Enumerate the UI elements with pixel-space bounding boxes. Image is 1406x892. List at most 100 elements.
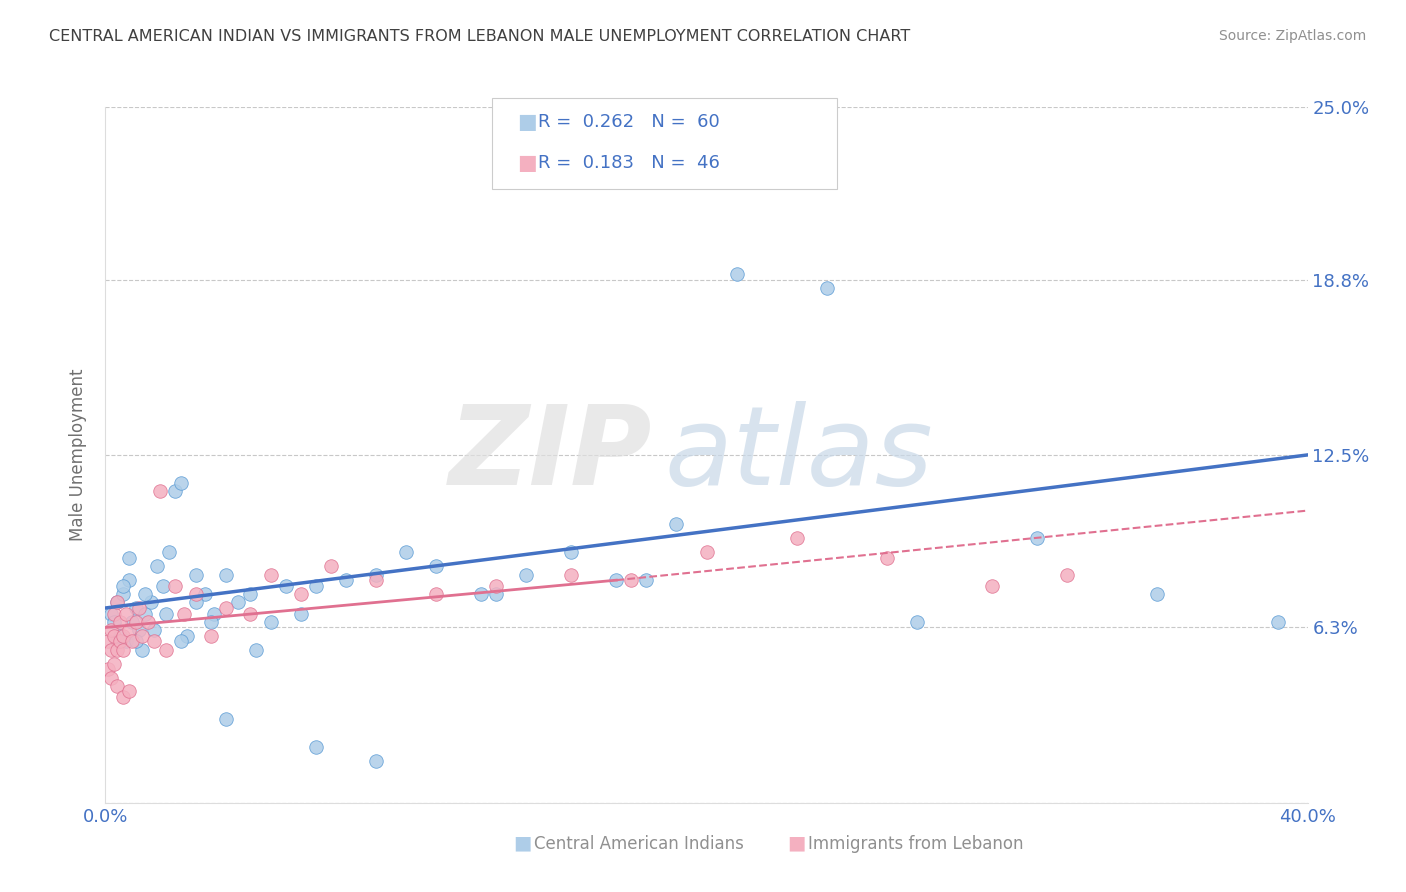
Point	[110, 629, 132, 643]
Point	[112, 642, 135, 657]
Text: Central American Indians: Central American Indians	[534, 835, 744, 853]
Point	[103, 629, 125, 643]
Point	[260, 567, 283, 582]
Point	[124, 634, 146, 648]
Point	[100, 607, 122, 621]
Text: Source: ZipAtlas.com: Source: ZipAtlas.com	[1219, 29, 1367, 43]
Point	[200, 629, 222, 643]
Point	[110, 634, 132, 648]
Point	[1056, 567, 1078, 582]
Point	[202, 607, 225, 621]
Point	[605, 573, 627, 587]
Point	[152, 579, 174, 593]
Point	[136, 615, 159, 629]
Point	[148, 484, 170, 499]
Point	[274, 579, 297, 593]
Point	[815, 281, 838, 295]
Point	[107, 595, 129, 609]
Text: ■: ■	[517, 112, 537, 132]
Point	[696, 545, 718, 559]
Point	[107, 642, 129, 657]
Text: ■: ■	[787, 834, 806, 853]
Text: Immigrants from Lebanon: Immigrants from Lebanon	[808, 835, 1024, 853]
Point	[560, 545, 582, 559]
Point	[107, 634, 129, 648]
Point	[290, 607, 312, 621]
Y-axis label: Male Unemployment: Male Unemployment	[69, 368, 87, 541]
Point	[118, 684, 141, 698]
Point	[1146, 587, 1168, 601]
Point	[214, 567, 236, 582]
Point	[305, 740, 328, 755]
Point	[226, 595, 249, 609]
Point	[620, 573, 643, 587]
Point	[112, 579, 135, 593]
Point	[214, 712, 236, 726]
Point	[335, 573, 357, 587]
Point	[155, 607, 177, 621]
Point	[110, 615, 132, 629]
Text: ■: ■	[517, 153, 537, 173]
Point	[118, 624, 141, 638]
Point	[214, 601, 236, 615]
Point	[155, 642, 177, 657]
Point	[169, 634, 191, 648]
Point	[121, 615, 143, 629]
Point	[364, 567, 387, 582]
Point	[112, 690, 135, 704]
Point	[239, 607, 262, 621]
Point	[1026, 532, 1049, 546]
Point	[245, 642, 267, 657]
Point	[239, 587, 262, 601]
Point	[100, 642, 122, 657]
Text: atlas: atlas	[665, 401, 934, 508]
Point	[876, 550, 898, 565]
Point	[184, 567, 207, 582]
Point	[115, 634, 138, 648]
Point	[112, 587, 135, 601]
Point	[163, 484, 186, 499]
Point	[118, 573, 141, 587]
Point	[131, 629, 153, 643]
Point	[364, 754, 387, 768]
Point	[121, 634, 143, 648]
Point	[260, 615, 283, 629]
Point	[100, 624, 122, 638]
Point	[319, 559, 342, 574]
Point	[425, 559, 447, 574]
Point	[560, 567, 582, 582]
Point	[139, 595, 162, 609]
Point	[157, 545, 180, 559]
Point	[1267, 615, 1289, 629]
Point	[786, 532, 808, 546]
Text: CENTRAL AMERICAN INDIAN VS IMMIGRANTS FROM LEBANON MALE UNEMPLOYMENT CORRELATION: CENTRAL AMERICAN INDIAN VS IMMIGRANTS FR…	[49, 29, 911, 44]
Text: R =  0.262   N =  60: R = 0.262 N = 60	[538, 113, 720, 131]
Point	[145, 559, 167, 574]
Point	[103, 615, 125, 629]
Point	[124, 615, 146, 629]
Point	[194, 587, 217, 601]
Point	[905, 615, 928, 629]
Point	[184, 587, 207, 601]
Point	[131, 642, 153, 657]
Point	[134, 587, 156, 601]
Point	[163, 579, 186, 593]
Point	[470, 587, 492, 601]
Point	[107, 679, 129, 693]
Point	[515, 567, 537, 582]
Point	[290, 587, 312, 601]
Point	[112, 629, 135, 643]
Point	[142, 624, 165, 638]
Point	[118, 550, 141, 565]
Point	[184, 595, 207, 609]
Point	[305, 579, 328, 593]
Point	[107, 595, 129, 609]
Point	[200, 615, 222, 629]
Point	[981, 579, 1004, 593]
Point	[103, 657, 125, 671]
Point	[665, 517, 688, 532]
Point	[115, 607, 138, 621]
Point	[176, 629, 198, 643]
Point	[124, 601, 146, 615]
Point	[425, 587, 447, 601]
